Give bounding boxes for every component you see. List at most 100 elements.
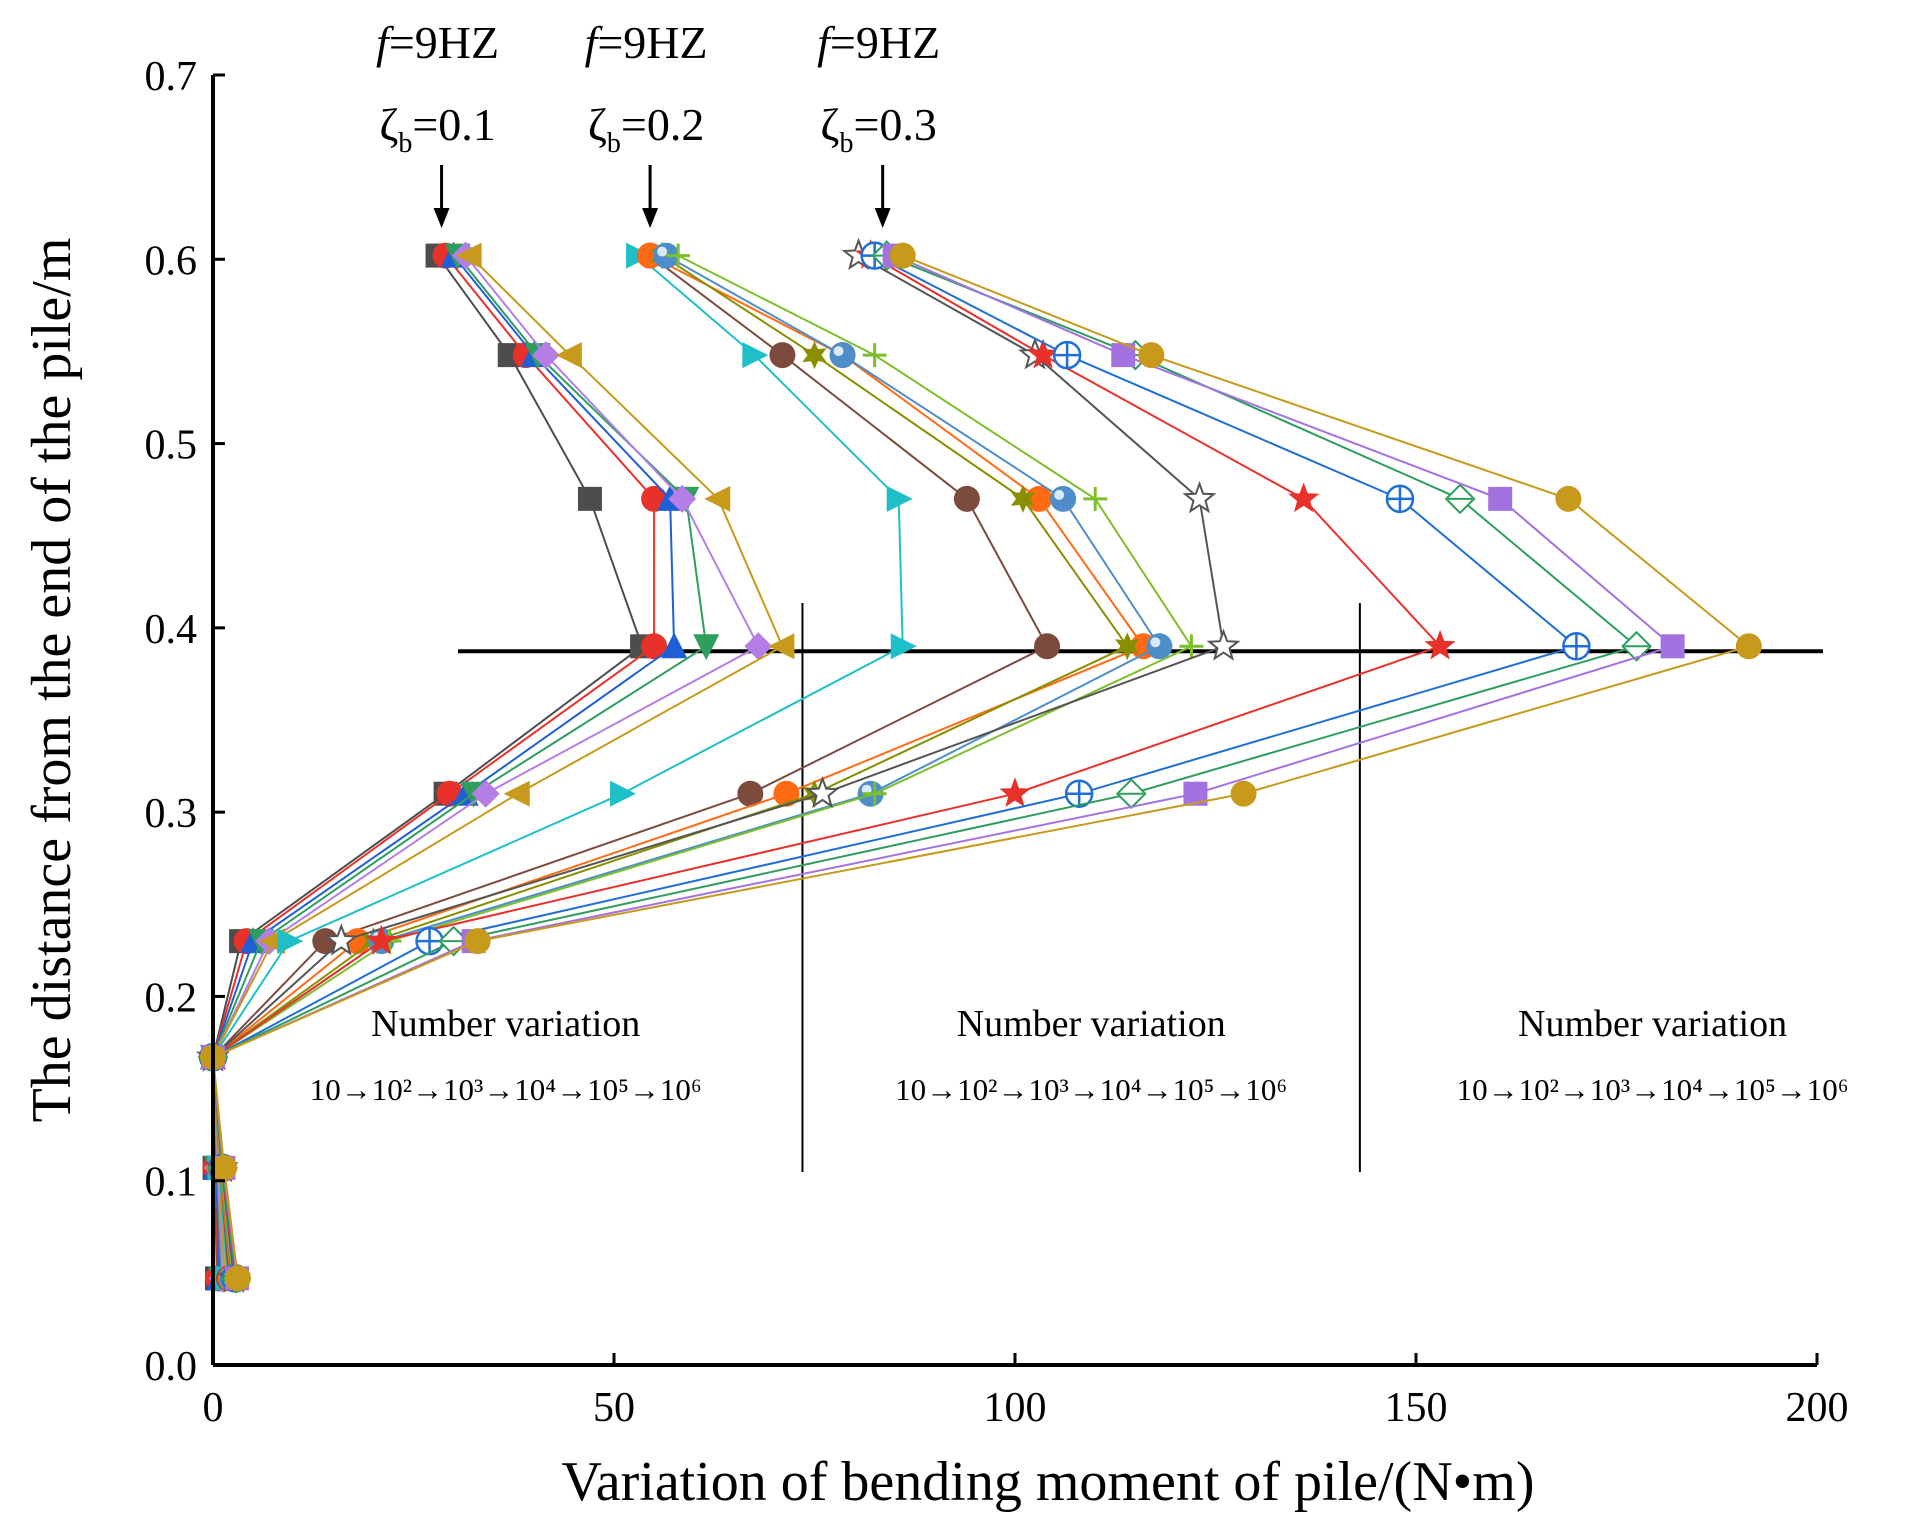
annotation-frequency: f=9HZ (376, 17, 499, 68)
damping-symbol: ζ (379, 99, 398, 150)
series-line (211, 254, 1145, 1279)
marker-circle (889, 242, 916, 269)
marker-plus (862, 781, 887, 806)
marker-sphere-body (829, 342, 856, 369)
series-9 (200, 242, 1157, 1292)
y-tick-label: 0.7 (145, 54, 198, 100)
marker-sphere-highlight (1054, 489, 1065, 500)
marker-circle (224, 1265, 251, 1292)
marker-triangle-left (503, 780, 530, 807)
annotation-3: f=9HZ ζb=0.3 (817, 17, 940, 228)
marker-star-open (324, 923, 359, 956)
marker-circle (641, 633, 668, 660)
series-line (211, 254, 656, 1279)
marker-diamond (531, 341, 560, 370)
marker-circle (769, 342, 796, 369)
marker-diamond (471, 779, 500, 808)
damping-symbol: ζ (820, 99, 839, 150)
x-tick-label: 150 (1385, 1385, 1448, 1431)
y-tick-label: 0.5 (145, 423, 198, 469)
y-tick-label: 0.6 (145, 238, 198, 284)
marker-circle-plus (1064, 779, 1094, 808)
frequency-value: =9HZ (597, 17, 707, 68)
annotation-frequency: f=9HZ (817, 17, 940, 68)
marker-sphere-body (1050, 485, 1077, 512)
damping-value: =0.2 (621, 99, 704, 150)
annotation-1: f=9HZ ζb=0.1 (376, 17, 499, 228)
marker-star (1288, 482, 1320, 513)
marker-sphere-highlight (657, 246, 668, 257)
x-tick-label: 0 (203, 1385, 224, 1431)
damping-subscript: b (839, 128, 853, 159)
series-7 (201, 242, 917, 1292)
marker-square (1488, 486, 1513, 511)
marker-diamond-open (1444, 483, 1476, 515)
marker-triangle-right (742, 342, 769, 369)
marker-plus (666, 243, 691, 268)
marker-circle (953, 485, 980, 512)
region-title: Number variation (957, 1003, 1226, 1045)
series-line (211, 254, 1225, 1279)
marker-triangle-left (555, 342, 582, 369)
series-line (211, 254, 1129, 1279)
annotation-frequency: f=9HZ (585, 17, 708, 68)
marker-triangle-left (768, 633, 795, 660)
y-tick-label: 0.4 (145, 607, 198, 653)
marker-sphere-highlight (833, 346, 844, 357)
y-tick-label: 0.0 (145, 1344, 198, 1390)
frequency-value: =9HZ (830, 17, 940, 68)
marker-star-open (805, 775, 840, 809)
marker-star6 (802, 341, 827, 370)
series-13 (195, 237, 1241, 1293)
series-line (211, 254, 1751, 1279)
marker-diamond (668, 484, 697, 513)
marker-star (365, 924, 398, 955)
series-11 (200, 242, 1173, 1292)
marker-circle (312, 928, 339, 955)
region-label-3: Number variation 10→10²→10³→10⁴→10⁵→10⁶ (1457, 1003, 1849, 1107)
series-line (211, 255, 644, 1279)
marker-sphere-body (1146, 633, 1173, 660)
annotation-2: f=9HZ ζb=0.2 (585, 17, 708, 228)
axes: 0.0 0.1 0.2 0.3 0.4 0.5 0.6 0.7 0 50 100 150 200 (145, 54, 1849, 1431)
annotation-arrow-head (642, 208, 659, 228)
annotation-damping: ζb=0.2 (588, 99, 705, 159)
marker-diamond-open (1115, 778, 1147, 810)
damping-value: =0.1 (412, 99, 495, 150)
series-line (211, 254, 784, 1279)
marker-triangle-up (661, 632, 688, 659)
series-line (211, 254, 1675, 1279)
marker-square (577, 486, 602, 511)
marker-circle (1034, 633, 1061, 660)
damping-subscript: b (607, 128, 621, 159)
region-title: Number variation (1518, 1003, 1787, 1045)
region-sequence: 10→10²→10³→10⁴→10⁵→10⁶ (895, 1072, 1287, 1107)
marker-circle (1555, 485, 1582, 512)
marker-star-open (1182, 481, 1217, 514)
series-layer (195, 237, 1762, 1294)
series-6 (199, 242, 795, 1292)
marker-triangle-left (455, 242, 482, 269)
series-18 (200, 242, 1762, 1292)
marker-circle-plus (415, 926, 444, 956)
series-4 (200, 243, 720, 1293)
marker-diamond (744, 632, 773, 661)
damping-subscript: b (398, 128, 412, 159)
series-line (211, 254, 904, 1279)
series-2 (200, 242, 668, 1292)
marker-star (1424, 629, 1456, 660)
annotation-damping: ζb=0.3 (820, 99, 937, 159)
marker-triangle-right (886, 485, 913, 512)
marker-circle (464, 928, 491, 955)
marker-triangle-down (693, 634, 720, 661)
marker-diamond-open (1621, 630, 1652, 662)
marker-sphere (1146, 633, 1173, 660)
region-title: Number variation (371, 1003, 640, 1045)
y-tick-label: 0.2 (145, 975, 198, 1021)
series-10 (200, 241, 1140, 1293)
annotation-arrow-head (433, 208, 450, 228)
marker-circle (1138, 342, 1165, 369)
damping-value: =0.3 (853, 99, 936, 150)
